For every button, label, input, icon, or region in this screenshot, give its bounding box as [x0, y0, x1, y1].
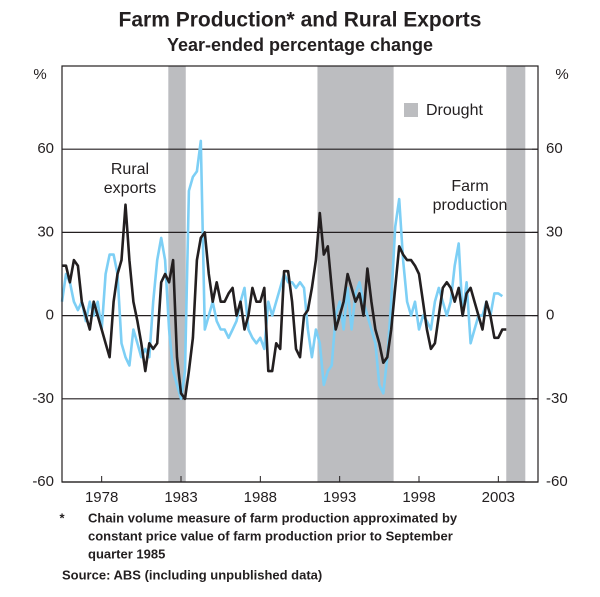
legend-label: Drought [426, 102, 483, 119]
footnote-marker: * [59, 510, 65, 525]
source: Source: ABS (including unpublished data) [62, 567, 322, 582]
drought-band [317, 66, 394, 482]
y2-tick-label: 60 [546, 140, 563, 157]
y2-tick-label: 30 [546, 223, 563, 240]
y-tick-label: 30 [37, 223, 54, 240]
annotation: Rural [111, 161, 149, 178]
series-line [60, 139, 504, 401]
y-unit: % [33, 66, 46, 83]
drought-band [168, 66, 186, 482]
legend-swatch [404, 103, 418, 117]
x-tick-label: 1983 [164, 489, 197, 506]
y-tick-label: -30 [32, 390, 54, 407]
y-tick-label: 0 [46, 307, 54, 324]
y2-tick-label: -30 [546, 390, 568, 407]
y-tick-label: 60 [37, 140, 54, 157]
x-tick-label: 1978 [85, 489, 118, 506]
chart-subtitle: Year-ended percentage change [167, 35, 433, 55]
y2-tick-label: -60 [546, 473, 568, 490]
chart-title: Farm Production* and Rural Exports [119, 9, 482, 32]
footnote-line: Chain volume measure of farm production … [88, 510, 458, 525]
plot-frame [61, 65, 539, 483]
footnote-line: constant price value of farm production … [88, 528, 453, 543]
x-tick-label: 1998 [402, 489, 435, 506]
drought-band [506, 66, 526, 482]
annotation: production [433, 197, 508, 214]
y-tick-label: -60 [32, 473, 54, 490]
x-tick-label: 1993 [323, 489, 356, 506]
y2-unit: % [555, 66, 568, 83]
x-tick-label: 2003 [482, 489, 515, 506]
annotation: exports [104, 180, 156, 197]
x-tick-label: 1988 [244, 489, 277, 506]
y2-tick-label: 0 [546, 307, 554, 324]
annotation: Farm [451, 178, 488, 195]
footnote-line: quarter 1985 [88, 546, 165, 561]
series-line [62, 203, 507, 401]
